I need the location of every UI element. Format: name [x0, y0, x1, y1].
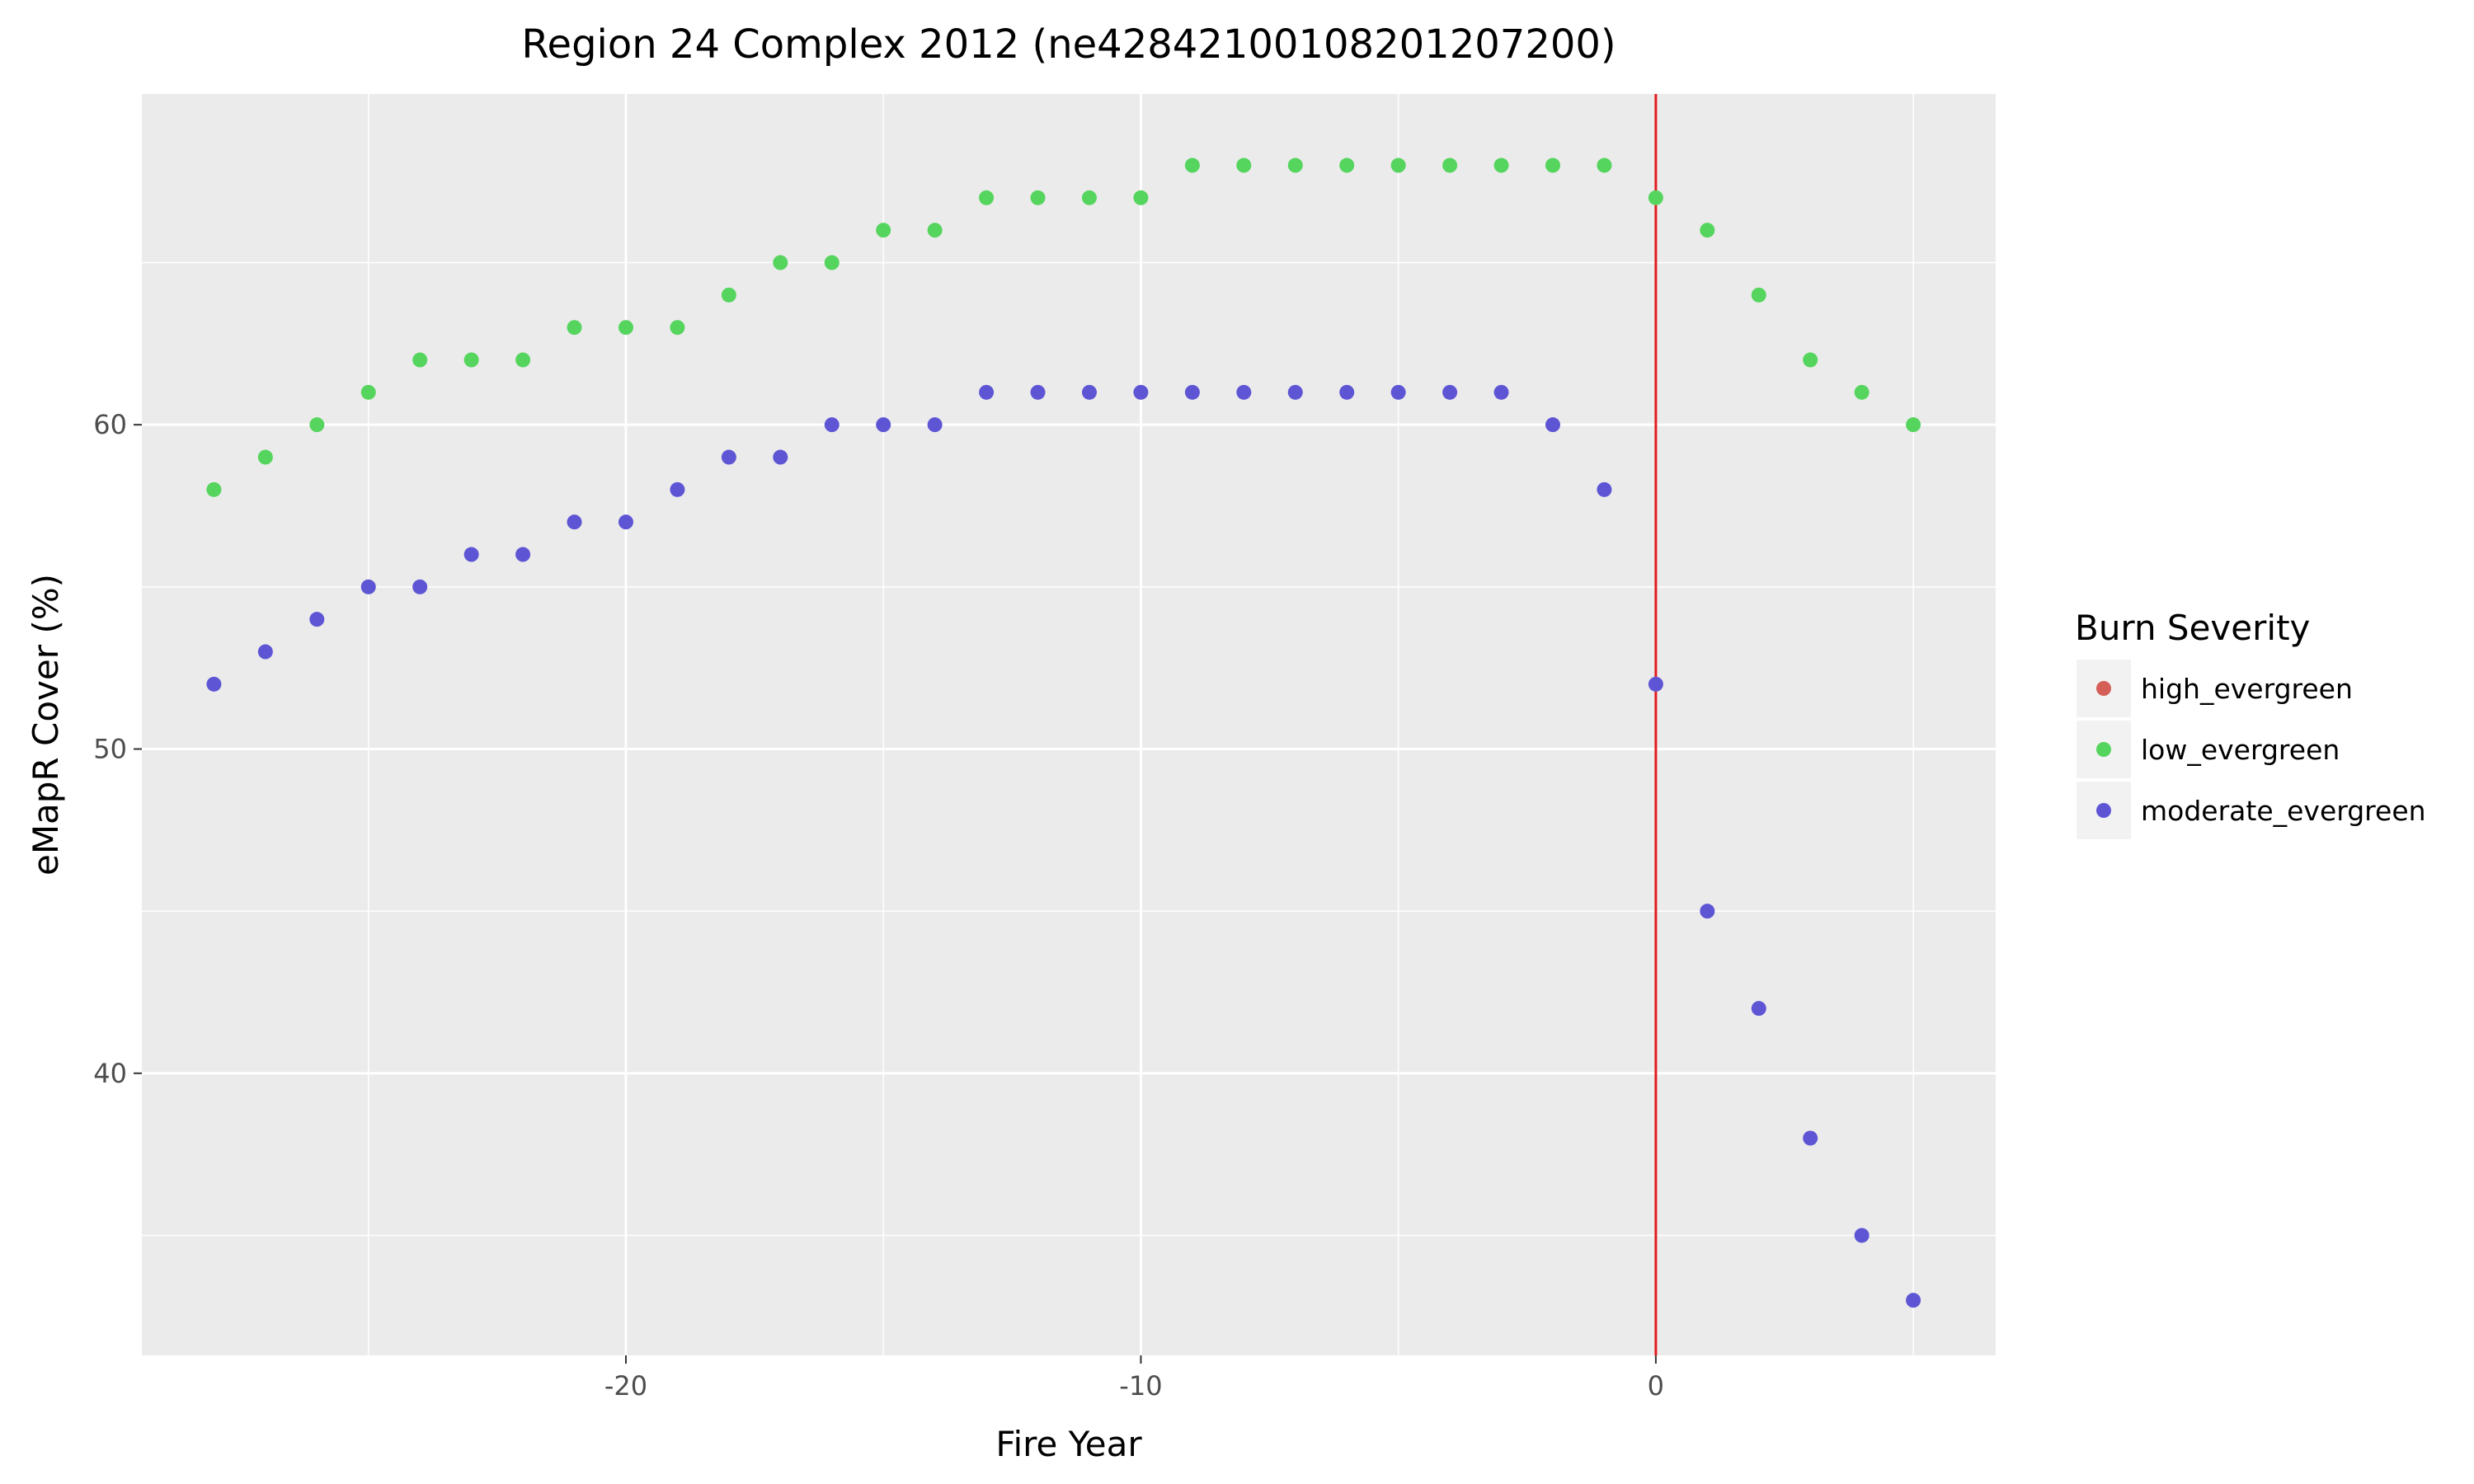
point-moderate_evergreen	[1390, 384, 1406, 400]
point-low_evergreen	[721, 287, 736, 303]
point-low_evergreen	[1597, 157, 1612, 173]
point-moderate_evergreen	[1854, 1228, 1870, 1243]
point-low_evergreen	[1803, 352, 1818, 368]
point-moderate_evergreen	[567, 514, 582, 530]
point-moderate_evergreen	[1751, 1001, 1766, 1017]
x-tick-label: 0	[1648, 1370, 1664, 1402]
point-moderate_evergreen	[309, 612, 325, 627]
y-tick-label: 50	[93, 733, 127, 764]
point-low_evergreen	[1751, 287, 1766, 303]
point-low_evergreen	[206, 481, 222, 497]
legend-label-moderate_evergreen: moderate_evergreen	[2141, 795, 2426, 827]
point-low_evergreen	[1390, 157, 1406, 173]
point-moderate_evergreen	[1700, 904, 1715, 919]
point-moderate_evergreen	[1493, 384, 1509, 400]
point-moderate_evergreen	[670, 481, 685, 497]
point-moderate_evergreen	[257, 644, 273, 660]
point-low_evergreen	[1442, 157, 1458, 173]
legend-key-moderate_evergreen	[2096, 803, 2111, 818]
legend: Burn Severity high_evergreen low_evergree…	[2075, 608, 2426, 839]
point-low_evergreen	[1906, 417, 1921, 433]
plot-panel	[142, 94, 1996, 1355]
point-moderate_evergreen	[1648, 676, 1663, 692]
point-moderate_evergreen	[1030, 384, 1046, 400]
point-low_evergreen	[927, 223, 943, 238]
point-low_evergreen	[1700, 223, 1715, 238]
point-moderate_evergreen	[515, 547, 531, 562]
point-moderate_evergreen	[360, 579, 376, 594]
data-points	[206, 157, 1921, 1308]
point-moderate_evergreen	[1597, 481, 1612, 497]
point-low_evergreen	[1030, 190, 1046, 205]
point-low_evergreen	[360, 384, 376, 400]
point-moderate_evergreen	[824, 417, 840, 433]
point-low_evergreen	[1236, 157, 1252, 173]
point-moderate_evergreen	[773, 449, 788, 465]
y-tick-label: 40	[93, 1058, 127, 1089]
point-low_evergreen	[1339, 157, 1355, 173]
point-moderate_evergreen	[721, 449, 736, 465]
legend-label-high_evergreen: high_evergreen	[2141, 673, 2353, 705]
point-moderate_evergreen	[927, 417, 943, 433]
x-axis-title: Fire Year	[995, 1424, 1142, 1464]
point-moderate_evergreen	[463, 547, 479, 562]
point-low_evergreen	[773, 255, 788, 270]
point-moderate_evergreen	[1545, 417, 1560, 433]
point-low_evergreen	[1493, 157, 1509, 173]
legend-key-high_evergreen	[2096, 681, 2111, 696]
point-moderate_evergreen	[1906, 1293, 1921, 1308]
point-low_evergreen	[618, 320, 633, 336]
point-moderate_evergreen	[1184, 384, 1200, 400]
point-low_evergreen	[567, 320, 582, 336]
legend-title: Burn Severity	[2075, 608, 2310, 648]
y-axis-title: eMapR Cover (%)	[26, 574, 66, 876]
chart-title: Region 24 Complex 2012 (ne42842100108201…	[521, 21, 1616, 68]
x-axis-ticks: -20 -10 0	[604, 1355, 1664, 1402]
point-moderate_evergreen	[412, 579, 428, 594]
legend-label-low_evergreen: low_evergreen	[2141, 734, 2340, 766]
point-moderate_evergreen	[1339, 384, 1355, 400]
point-moderate_evergreen	[979, 384, 995, 400]
point-moderate_evergreen	[1803, 1130, 1818, 1146]
y-tick-label: 60	[93, 409, 127, 440]
legend-entries: high_evergreen low_evergreen moderate_ever…	[2077, 660, 2426, 839]
point-low_evergreen	[979, 190, 995, 205]
point-low_evergreen	[670, 320, 685, 336]
point-low_evergreen	[1287, 157, 1303, 173]
point-low_evergreen	[412, 352, 428, 368]
point-low_evergreen	[309, 417, 325, 433]
point-low_evergreen	[463, 352, 479, 368]
point-low_evergreen	[515, 352, 531, 368]
point-moderate_evergreen	[206, 676, 222, 692]
point-low_evergreen	[1184, 157, 1200, 173]
point-low_evergreen	[876, 223, 891, 238]
point-moderate_evergreen	[618, 514, 633, 530]
point-low_evergreen	[1545, 157, 1560, 173]
minor-gridlines	[142, 94, 1996, 1355]
point-low_evergreen	[1648, 190, 1663, 205]
legend-key-low_evergreen	[2096, 742, 2111, 757]
x-tick-label: -20	[604, 1370, 647, 1402]
y-axis-ticks: 40 50 60	[93, 409, 142, 1089]
point-low_evergreen	[1081, 190, 1097, 205]
point-low_evergreen	[1133, 190, 1149, 205]
point-moderate_evergreen	[1442, 384, 1458, 400]
point-moderate_evergreen	[1287, 384, 1303, 400]
x-tick-label: -10	[1119, 1370, 1162, 1402]
point-moderate_evergreen	[876, 417, 891, 433]
point-moderate_evergreen	[1081, 384, 1097, 400]
point-low_evergreen	[257, 449, 273, 465]
point-low_evergreen	[1854, 384, 1870, 400]
point-moderate_evergreen	[1236, 384, 1252, 400]
point-moderate_evergreen	[1133, 384, 1149, 400]
point-low_evergreen	[824, 255, 840, 270]
